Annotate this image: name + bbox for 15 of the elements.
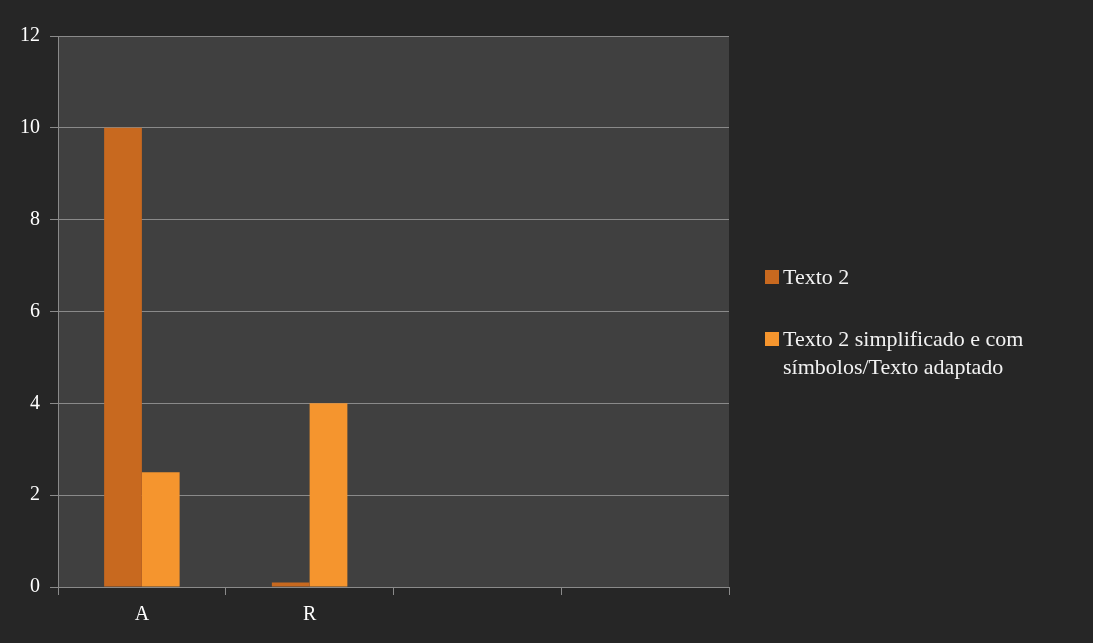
bar: [104, 127, 142, 587]
y-tick-label: 4: [30, 390, 40, 413]
y-tick-label: 0: [30, 574, 40, 597]
y-tick-label: 2: [30, 482, 40, 505]
x-tick-label: R: [302, 602, 317, 625]
y-tick-label: 12: [20, 23, 40, 46]
legend-label: Texto 2 simplificado e com símbolos/Texto adaptado: [783, 324, 1025, 381]
y-tick-label: 6: [30, 298, 40, 321]
bar: [141, 472, 180, 587]
bar: [271, 582, 310, 587]
x-tick-label: A: [134, 602, 150, 625]
y-tick-label: 10: [20, 115, 40, 138]
y-tick-label: 8: [30, 206, 40, 229]
legend-label: Texto 2: [783, 262, 850, 291]
bar: [309, 403, 348, 587]
